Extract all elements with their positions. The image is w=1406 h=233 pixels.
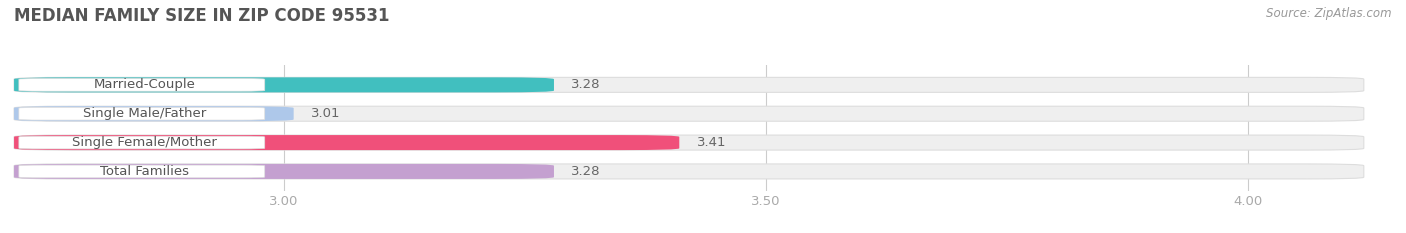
Text: 3.28: 3.28	[571, 78, 600, 91]
FancyBboxPatch shape	[14, 77, 1364, 92]
Text: Total Families: Total Families	[100, 165, 188, 178]
FancyBboxPatch shape	[14, 135, 1364, 150]
FancyBboxPatch shape	[18, 136, 264, 149]
FancyBboxPatch shape	[14, 106, 1364, 121]
FancyBboxPatch shape	[18, 79, 264, 91]
Text: Single Female/Mother: Single Female/Mother	[72, 136, 217, 149]
FancyBboxPatch shape	[14, 135, 679, 150]
Text: MEDIAN FAMILY SIZE IN ZIP CODE 95531: MEDIAN FAMILY SIZE IN ZIP CODE 95531	[14, 7, 389, 25]
FancyBboxPatch shape	[18, 165, 264, 178]
FancyBboxPatch shape	[14, 164, 1364, 179]
Text: 3.01: 3.01	[311, 107, 340, 120]
FancyBboxPatch shape	[14, 77, 554, 92]
FancyBboxPatch shape	[18, 107, 264, 120]
Text: Source: ZipAtlas.com: Source: ZipAtlas.com	[1267, 7, 1392, 20]
Text: Married-Couple: Married-Couple	[93, 78, 195, 91]
Text: Single Male/Father: Single Male/Father	[83, 107, 205, 120]
Text: 3.28: 3.28	[571, 165, 600, 178]
FancyBboxPatch shape	[14, 164, 554, 179]
Text: 3.41: 3.41	[696, 136, 725, 149]
FancyBboxPatch shape	[14, 106, 294, 121]
